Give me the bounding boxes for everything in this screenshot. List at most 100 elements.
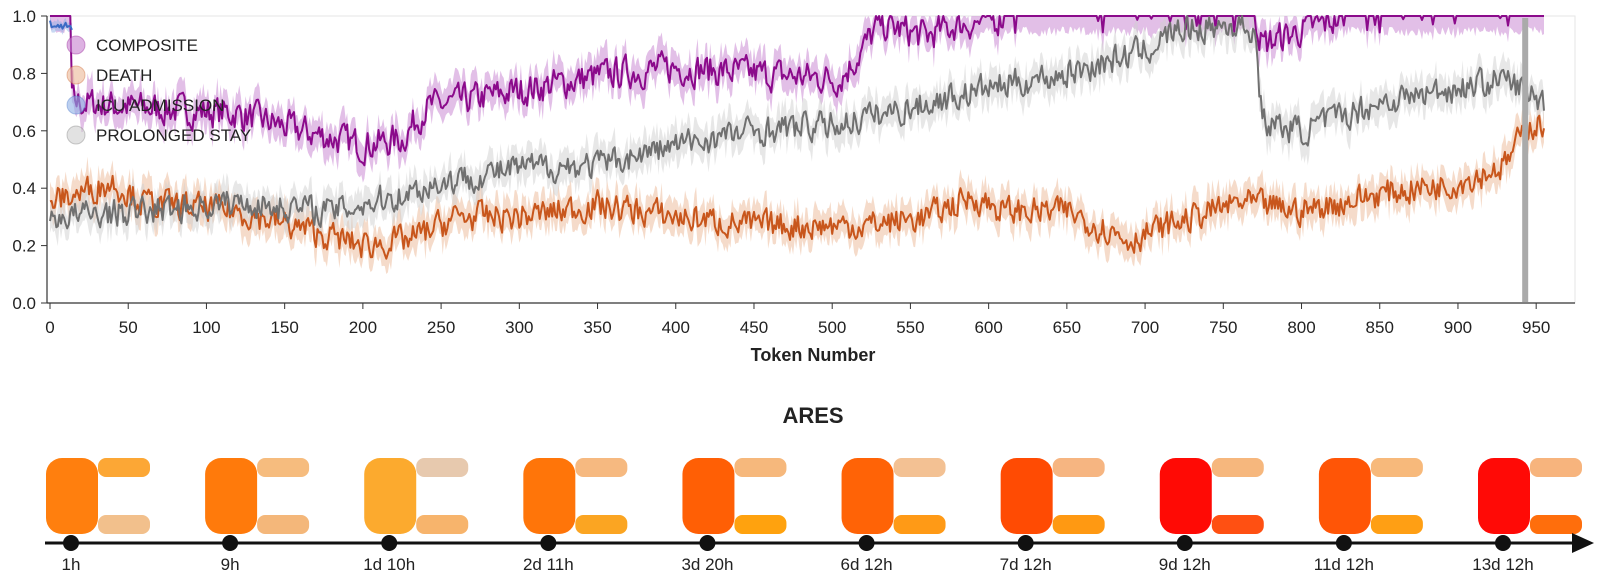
x-tick-label: 100	[192, 318, 220, 337]
timeline-point	[63, 535, 79, 551]
ares-main-block	[523, 458, 576, 534]
ares-top-bar	[734, 458, 787, 477]
ares-bottom-bar	[416, 515, 469, 534]
timeline-label: 6d 12h	[841, 555, 893, 574]
timeline-point	[1495, 535, 1511, 551]
x-tick-label: 0	[45, 318, 54, 337]
ares-main-block	[1318, 458, 1371, 534]
legend-label: PROLONGED STAY	[96, 126, 251, 145]
ares-main-block	[1000, 458, 1053, 534]
timeline-point	[1176, 535, 1193, 551]
x-tick-label: 550	[896, 318, 924, 337]
legend: COMPOSITE DEATH ICU ADMISSION PROLONGED STA…	[66, 35, 251, 145]
y-tick-label: 0.0	[12, 294, 36, 313]
x-tick-label: 950	[1522, 318, 1550, 337]
ares-glyphs	[46, 458, 1582, 534]
legend-label: COMPOSITE	[96, 36, 198, 55]
x-axis-ticks: 0 50 100 150 200 250 300 350 400 450 500 550 600 650 7…	[45, 303, 1550, 337]
x-tick-label: 50	[119, 318, 138, 337]
ares-top-bar	[257, 458, 310, 477]
line-death	[49, 114, 1545, 260]
timeline-label: 9d 12h	[1159, 555, 1211, 574]
x-tick-label: 650	[1053, 318, 1081, 337]
legend-label: ICU ADMISSION	[96, 96, 224, 115]
line-icu-admission	[49, 20, 73, 31]
timeline-label: 1d 10h	[363, 555, 415, 574]
timeline-label: 1h	[62, 555, 81, 574]
legend-swatch	[66, 95, 86, 115]
legend-swatch	[66, 65, 86, 85]
ares-main-block	[46, 458, 98, 534]
ares-title: ARES	[782, 403, 843, 428]
x-tick-label: 350	[583, 318, 611, 337]
ares-top-bar	[1530, 458, 1582, 477]
x-tick-label: 300	[505, 318, 533, 337]
ares-bottom-bar	[1211, 515, 1264, 534]
timeline-points: 1h 9h 1d 10h 2d 11h 3d 20h 6d 12h 7d 12h 9d 12h…	[62, 535, 1534, 574]
ares-main-block	[841, 458, 894, 534]
ares-main-block	[1159, 458, 1212, 534]
ares-timeline: ARES 1h 9h 1d 10h 2d 11h 3d 20h 6d 12h 7d 12h 9…	[45, 403, 1594, 574]
ares-bottom-bar	[1530, 515, 1582, 534]
ares-top-bar	[1370, 458, 1423, 477]
timeline-label: 13d 12h	[1472, 555, 1533, 574]
timeline-point	[1335, 535, 1352, 551]
ares-top-bar	[575, 458, 628, 477]
timeline-point	[381, 535, 398, 551]
timeline-label: 7d 12h	[1000, 555, 1052, 574]
x-tick-label: 900	[1444, 318, 1472, 337]
x-tick-label: 400	[662, 318, 690, 337]
x-tick-label: 850	[1366, 318, 1394, 337]
x-tick-label: 500	[818, 318, 846, 337]
legend-label: DEATH	[96, 66, 152, 85]
ares-main-block	[364, 458, 417, 534]
ares-top-bar	[1052, 458, 1105, 477]
ares-bottom-bar	[98, 515, 150, 534]
current-token-marker	[1522, 18, 1529, 302]
y-tick-label: 0.2	[12, 237, 36, 256]
timeline-label: 2d 11h	[523, 555, 574, 574]
ares-bottom-bar	[734, 515, 787, 534]
axes	[46, 16, 1575, 304]
ares-bottom-bar	[1370, 515, 1423, 534]
series-lines	[49, 15, 1545, 260]
x-tick-label: 750	[1209, 318, 1237, 337]
ares-main-block	[205, 458, 258, 534]
line-composite	[50, 15, 1544, 167]
y-tick-label: 1.0	[12, 7, 36, 26]
timeline-label: 11d 12h	[1314, 555, 1374, 574]
x-tick-label: 450	[740, 318, 768, 337]
ares-bottom-bar	[1052, 515, 1105, 534]
x-tick-label: 800	[1287, 318, 1315, 337]
y-tick-label: 0.4	[12, 179, 36, 198]
ares-top-bar	[893, 458, 946, 477]
x-tick-label: 600	[974, 318, 1002, 337]
timeline-point	[222, 535, 239, 551]
legend-swatch	[66, 125, 86, 145]
ares-bottom-bar	[893, 515, 946, 534]
ares-top-bar	[1211, 458, 1264, 477]
timeline-label: 9h	[221, 555, 240, 574]
y-tick-label: 0.6	[12, 122, 36, 141]
x-tick-label: 200	[349, 318, 377, 337]
ares-main-block	[682, 458, 735, 534]
ares-top-bar	[416, 458, 469, 477]
y-axis-ticks: 0.0 0.2 0.4 0.6 0.8 1.0	[12, 7, 47, 313]
x-tick-label: 150	[270, 318, 298, 337]
ares-top-bar	[98, 458, 150, 477]
ares-bottom-bar	[257, 515, 310, 534]
y-tick-label: 0.8	[12, 64, 36, 83]
x-tick-label: 700	[1131, 318, 1159, 337]
legend-swatch	[66, 35, 86, 55]
timeline-point	[858, 535, 875, 551]
band-death	[50, 99, 1544, 274]
timeline-label: 3d 20h	[681, 555, 733, 574]
timeline-arrowhead	[1572, 533, 1594, 553]
ares-main-block	[1478, 458, 1530, 534]
risk-line-chart: 0 50 100 150 200 250 300 350 400 450 500 550 600 650 7…	[12, 7, 1576, 365]
timeline-point	[540, 535, 557, 551]
ares-bottom-bar	[575, 515, 628, 534]
x-tick-label: 250	[427, 318, 455, 337]
